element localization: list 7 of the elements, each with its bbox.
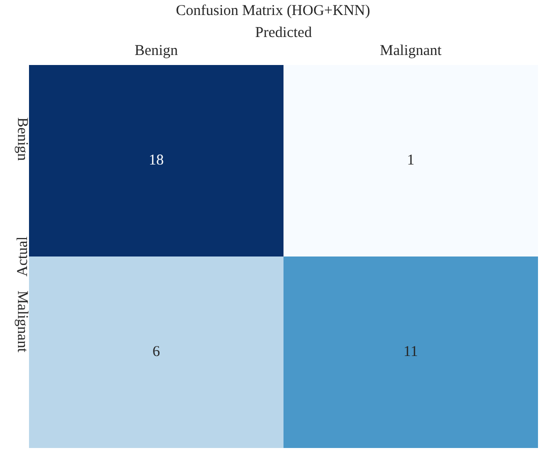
data-label: 11 — [404, 344, 418, 360]
data-label: 18 — [148, 152, 164, 169]
y-axis-title: Actual — [14, 236, 31, 276]
chart-title: Confusion Matrix (HOG+KNN) — [176, 2, 370, 19]
x-axis-title: Predicted — [255, 24, 312, 41]
data-label: 6 — [152, 344, 160, 360]
data-label: 1 — [407, 152, 414, 169]
